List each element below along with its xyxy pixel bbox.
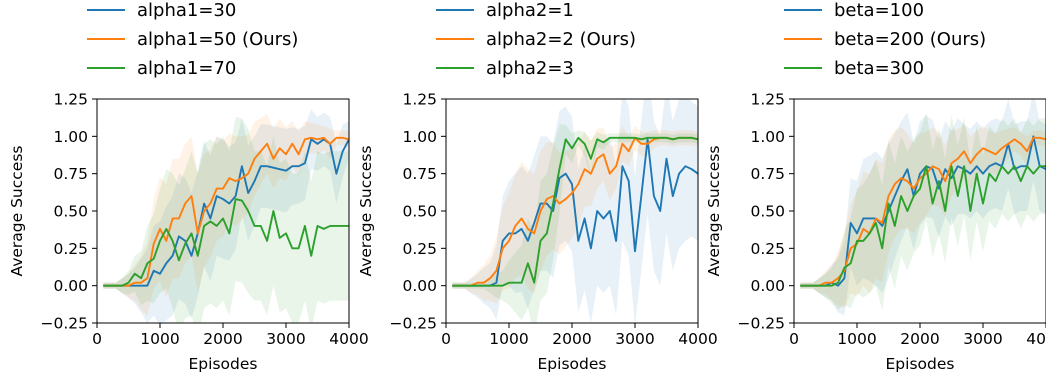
y-tick-label: 1.00 <box>402 128 437 146</box>
y-tick-label: 0.50 <box>402 203 437 221</box>
y-axis-label: Average Success <box>705 146 723 277</box>
plot-area <box>103 109 349 323</box>
y-tick-label: 1.25 <box>750 91 785 109</box>
series-line-1 <box>103 138 349 287</box>
x-tick-label: 2000 <box>900 330 939 348</box>
series-line-1 <box>452 138 698 287</box>
y-tick-label: 1.25 <box>53 91 88 109</box>
legend-label-2: beta=200 (Ours) <box>834 29 986 50</box>
x-tick-label: 0 <box>441 330 451 348</box>
confidence-band-2 <box>800 124 1046 309</box>
confidence-band-1 <box>800 99 1046 316</box>
chart-panel-1: 0 1000 2000 3000 4000 −0.25 0.00 0.25 0.50 0.75 1.… <box>8 0 369 373</box>
y-tick-label: 1.00 <box>53 128 88 146</box>
x-tick-label: 0 <box>92 330 102 348</box>
y-tick-label: 0.00 <box>53 277 88 295</box>
series-line-2 <box>103 136 349 287</box>
y-tick-label: 0.25 <box>53 240 88 258</box>
y-tick-label: 0.00 <box>750 277 785 295</box>
y-axis-label: Average Success <box>357 146 375 277</box>
x-axis-label: Episodes <box>538 355 607 373</box>
legend-label-3: alpha1=70 <box>137 58 236 79</box>
legend-label-1: alpha2=1 <box>486 0 574 21</box>
legend-label-3: beta=300 <box>834 58 924 79</box>
y-tick-label: −0.25 <box>738 315 786 333</box>
x-tick-label: 4000 <box>678 330 717 348</box>
series-line-1 <box>800 135 1046 287</box>
legend-label-2: alpha1=50 (Ours) <box>137 29 298 50</box>
legend-label-3: alpha2=3 <box>486 58 574 79</box>
y-tick-label: 1.25 <box>402 91 437 109</box>
confidence-band-3 <box>800 112 1046 312</box>
y-tick-label: 0.75 <box>750 165 785 183</box>
chart-panel-3: 0 1000 2000 3000 4000 −0.25 0.00 0.25 0.50 0.75 1.… <box>705 0 1046 373</box>
y-tick-label: 0.25 <box>750 240 785 258</box>
x-tick-label: 4000 <box>329 330 368 348</box>
x-tick-label: 3000 <box>266 330 305 348</box>
legend-label-2: alpha2=2 (Ours) <box>486 29 636 50</box>
x-axis-label: Episodes <box>189 355 258 373</box>
x-tick-label: 2000 <box>552 330 591 348</box>
y-tick-label: 0.00 <box>402 277 437 295</box>
chart-panel-2: 0 1000 2000 3000 4000 −0.25 0.00 0.25 0.50 0.75 1.… <box>357 0 718 373</box>
y-axis-label: Average Success <box>8 146 26 277</box>
x-tick-label: 1000 <box>837 330 876 348</box>
x-tick-label: 1000 <box>140 330 179 348</box>
y-tick-label: −0.25 <box>41 315 89 333</box>
series-line-3 <box>103 198 349 287</box>
y-tick-label: 1.00 <box>750 128 785 146</box>
plot-area <box>800 99 1046 316</box>
confidence-band-1 <box>103 109 349 323</box>
x-tick-label: 4000 <box>1026 330 1046 348</box>
legend-label-1: beta=100 <box>834 0 924 21</box>
x-tick-label: 3000 <box>963 330 1002 348</box>
y-tick-label: 0.25 <box>402 240 437 258</box>
confidence-band-3 <box>452 124 698 323</box>
x-tick-label: 2000 <box>203 330 242 348</box>
plot-area <box>452 99 698 323</box>
series-line-3 <box>800 165 1046 287</box>
y-tick-label: 0.75 <box>53 165 88 183</box>
y-tick-label: 0.50 <box>750 203 785 221</box>
x-tick-label: 0 <box>789 330 799 348</box>
y-tick-label: 0.75 <box>402 165 437 183</box>
x-tick-label: 3000 <box>615 330 654 348</box>
series-line-3 <box>452 136 698 287</box>
y-tick-label: 0.50 <box>53 203 88 221</box>
x-axis-label: Episodes <box>886 355 955 373</box>
y-tick-label: −0.25 <box>390 315 438 333</box>
x-tick-label: 1000 <box>489 330 528 348</box>
legend-label-1: alpha1=30 <box>137 0 236 21</box>
